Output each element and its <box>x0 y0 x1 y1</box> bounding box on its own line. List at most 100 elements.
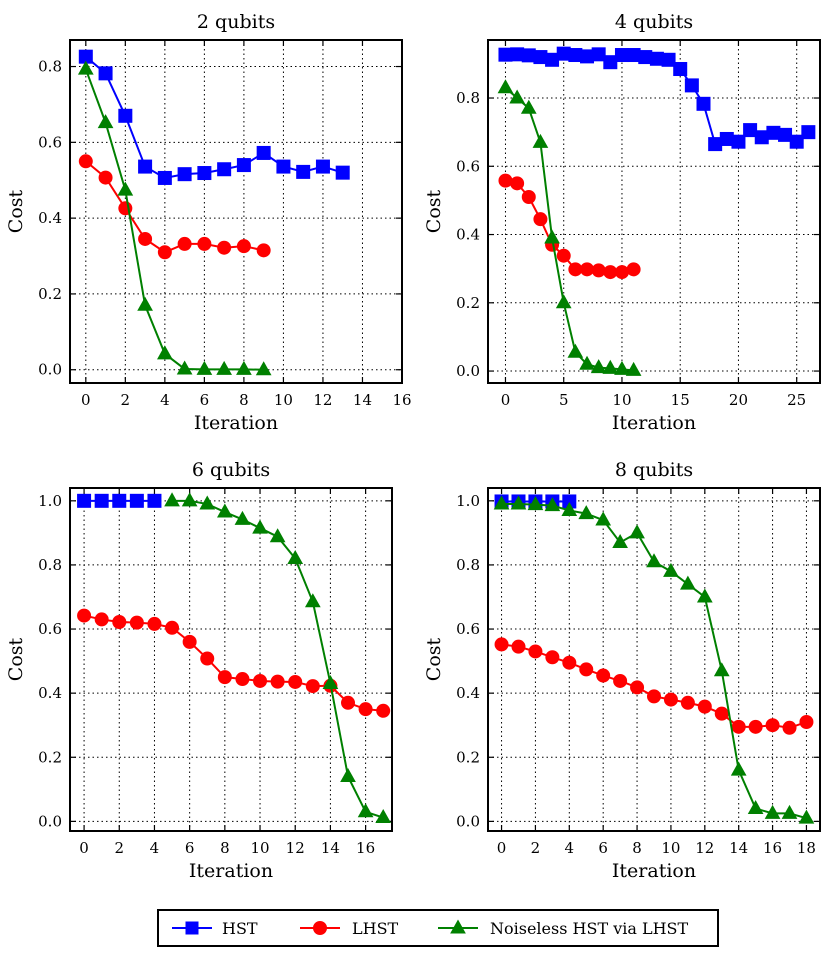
data-point <box>510 176 525 191</box>
data-point <box>612 533 628 548</box>
square-marker-icon <box>185 921 199 935</box>
x-tick-label: 12 <box>313 391 332 409</box>
data-point <box>138 231 153 246</box>
data-point <box>510 47 525 62</box>
data-point <box>235 672 250 687</box>
data-point <box>696 588 713 603</box>
gridlines <box>488 488 820 831</box>
x-tick-label: 10 <box>612 391 631 409</box>
x-tick-label: 12 <box>695 839 714 857</box>
data-point <box>580 262 595 277</box>
data-point <box>177 167 192 182</box>
data-point <box>614 265 629 280</box>
data-point <box>626 48 641 63</box>
x-tick-label: 20 <box>729 391 748 409</box>
data-point <box>77 60 94 75</box>
x-tick-label: 14 <box>353 391 372 409</box>
x-tick-label: 8 <box>239 391 249 409</box>
data-point <box>216 360 232 375</box>
x-tick-label: 8 <box>220 839 230 857</box>
data-point <box>663 692 678 707</box>
data-point <box>269 528 286 543</box>
data-point <box>129 493 144 508</box>
series-hst <box>498 46 816 152</box>
data-point <box>778 127 793 142</box>
data-point <box>603 55 618 70</box>
data-point <box>748 719 763 734</box>
gridlines <box>70 40 403 383</box>
data-point <box>217 670 232 685</box>
data-point <box>579 355 595 370</box>
data-point <box>520 99 537 114</box>
data-point <box>118 108 133 123</box>
data-point <box>94 493 109 508</box>
x-tick-label: 25 <box>787 391 806 409</box>
data-point <box>97 114 114 129</box>
data-point <box>340 767 356 783</box>
series-line <box>85 160 264 254</box>
y-tick-label: 0.8 <box>38 556 62 574</box>
data-point <box>234 510 251 525</box>
y-tick-label: 0.4 <box>456 226 480 244</box>
x-tick-label: 8 <box>632 839 642 857</box>
data-point <box>510 495 527 510</box>
data-point <box>684 78 699 93</box>
series-hst <box>77 493 162 508</box>
series-lhst <box>498 173 641 280</box>
data-point <box>236 239 251 254</box>
data-point <box>527 496 544 511</box>
data-point <box>236 158 251 173</box>
data-point <box>358 702 373 717</box>
data-point <box>98 66 113 81</box>
data-point <box>335 165 350 180</box>
data-point <box>200 651 215 666</box>
y-axis-label: Cost <box>5 637 27 681</box>
series-line <box>504 87 634 372</box>
legend: HST LHST Noiseless HST via LHST <box>157 909 719 947</box>
y-tick-label: 0.2 <box>456 748 480 766</box>
x-tick-label: 5 <box>559 391 569 409</box>
data-point <box>252 519 268 534</box>
data-point <box>731 719 746 734</box>
data-point <box>680 575 696 590</box>
data-point <box>177 236 192 251</box>
series-line <box>84 68 264 371</box>
data-point <box>256 145 271 160</box>
x-tick-label: 4 <box>150 839 160 857</box>
data-point <box>532 133 549 148</box>
data-point <box>603 265 618 280</box>
data-point <box>556 248 571 263</box>
data-point <box>199 495 216 510</box>
data-point <box>322 675 339 690</box>
data-point <box>596 668 611 683</box>
data-point <box>696 96 711 111</box>
data-point <box>256 243 271 258</box>
plot-frame <box>69 39 403 384</box>
data-point <box>521 189 536 204</box>
legend-label-noiseless: Noiseless HST via LHST <box>490 919 689 938</box>
data-point <box>781 804 798 819</box>
subplot-grid: 0 2 4 6 8 10 12 14 16 0.0 0.2 0.4 0.6 0.8 2 qubits Iter… <box>5 11 821 882</box>
data-point <box>602 359 619 374</box>
y-tick-label: 0.4 <box>38 684 62 702</box>
x-tick-label: 4 <box>160 391 170 409</box>
subplot-title: 4 qubits <box>615 11 693 33</box>
data-point <box>545 650 560 665</box>
data-point <box>493 495 510 510</box>
series-noiseless-hst-via-lhst <box>164 492 392 824</box>
data-point <box>304 593 321 608</box>
data-point <box>544 229 560 244</box>
x-axis-label: Iteration <box>612 412 696 434</box>
x-tick-label: 18 <box>797 839 816 857</box>
data-point <box>157 345 173 360</box>
data-point <box>253 673 268 688</box>
data-point <box>270 674 285 689</box>
data-point <box>646 553 662 568</box>
x-tick-label: 16 <box>392 391 411 409</box>
data-point <box>533 212 548 227</box>
data-point <box>647 689 661 704</box>
legend-entry-noiseless: Noiseless HST via LHST <box>438 919 689 938</box>
legend-label-hst: HST <box>222 919 258 938</box>
data-point <box>181 492 198 507</box>
